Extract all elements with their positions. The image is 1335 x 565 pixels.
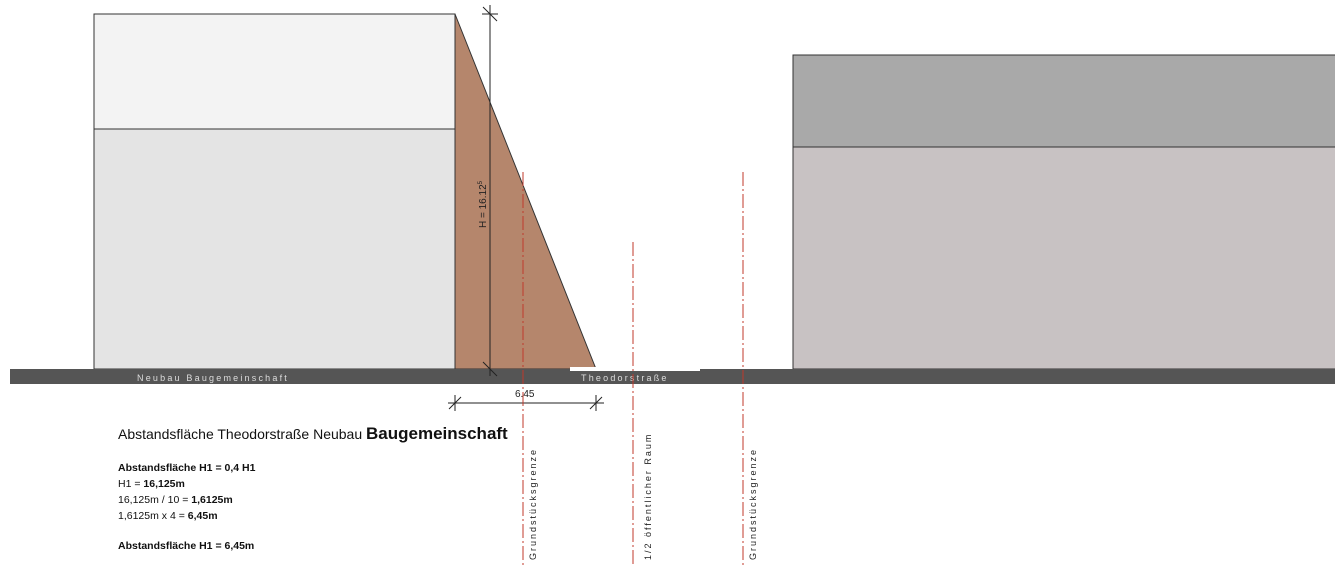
ground-label-left: Neubau Baugemeinschaft	[137, 373, 289, 383]
notes-line-1: Abstandsfläche H1 = 0,4 H1	[118, 460, 508, 476]
property-line-2-label: Grundstücksgrenze	[748, 448, 758, 560]
street-gap	[570, 367, 700, 371]
notes-line-5: Abstandsfläche H1 = 6,45m	[118, 538, 508, 554]
building-left-lower	[93, 128, 456, 370]
notes-line-2-b: 16,125m	[143, 478, 185, 490]
notes-title-bold: Baugemeinschaft	[366, 424, 508, 443]
building-right-lower	[792, 146, 1335, 370]
width-tick-right	[589, 396, 603, 410]
notes-line-5-text: Abstandsfläche H1 = 6,45m	[118, 540, 255, 552]
height-label: H = 16.125	[478, 180, 489, 228]
setback-area	[454, 13, 597, 370]
notes-title-prefix: Abstandsfläche Theodorstraße Neubau	[118, 426, 363, 442]
notes-line-3: 16,125m / 10 = 1,6125m	[118, 492, 508, 508]
notes-line-1-text: Abstandsfläche H1 = 0,4 H1	[118, 462, 256, 474]
notes-title: Abstandsfläche Theodorstraße Neubau Baug…	[118, 424, 508, 444]
width-tick-left	[448, 396, 462, 410]
building-left-upper	[93, 13, 456, 130]
property-line-1-label: Grundstücksgrenze	[528, 448, 538, 560]
notes-line-2: H1 = 16,125m	[118, 476, 508, 492]
public-half-label: 1/2 öffentlicher Raum	[643, 433, 653, 560]
notes-line-4-b: 6,45m	[187, 510, 218, 522]
width-label: 6.45	[515, 389, 535, 400]
ground-line	[10, 369, 1335, 384]
notes-line-2-a: H1 =	[118, 478, 144, 490]
building-right-upper	[792, 54, 1335, 148]
notes-line-4: 1,6125m x 4 = 6,45m	[118, 508, 508, 524]
notes-line-3-b: 1,6125m	[191, 494, 233, 506]
calculation-notes: Abstandsfläche Theodorstraße Neubau Baug…	[118, 424, 508, 554]
ground-label-right: Theodorstraße	[581, 373, 669, 383]
notes-line-3-a: 16,125m / 10 =	[118, 494, 192, 506]
notes-line-4-a: 1,6125m x 4 =	[118, 510, 188, 522]
height-tick-bottom	[482, 361, 498, 377]
